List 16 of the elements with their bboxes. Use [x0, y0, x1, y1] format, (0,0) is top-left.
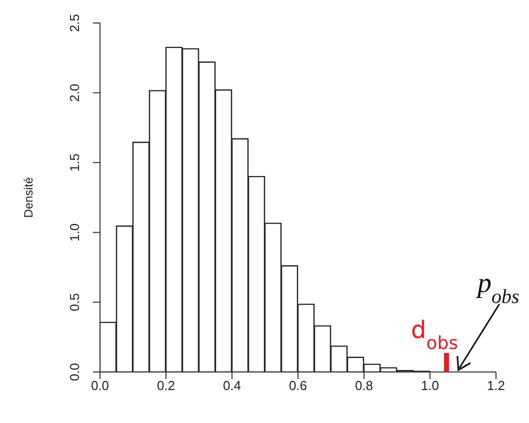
y-tick-label: 2.5 [67, 14, 82, 32]
y-tick-label: 1.5 [67, 154, 82, 172]
annotation: p$_{obs}$ [476, 268, 520, 308]
x-tick-label: 1.0 [420, 378, 440, 394]
ref-line-label: d$_{obs}$ [410, 316, 458, 354]
x-tick-label: 0.8 [354, 378, 374, 394]
x-tick-label: 0.4 [222, 378, 242, 394]
y-tick-label: 0.0 [67, 362, 82, 382]
y-axis-title: Densité [21, 176, 36, 218]
x-tick-label: 0.6 [288, 378, 308, 394]
x-tick-label: 0.2 [156, 378, 176, 394]
y-tick-label: 1.0 [67, 223, 82, 242]
x-tick-label: 0.0 [90, 378, 110, 394]
y-tick-label: 2.0 [67, 84, 82, 102]
y-tick-label: 0.5 [67, 293, 82, 312]
x-tick-label: 1.2 [486, 378, 506, 394]
